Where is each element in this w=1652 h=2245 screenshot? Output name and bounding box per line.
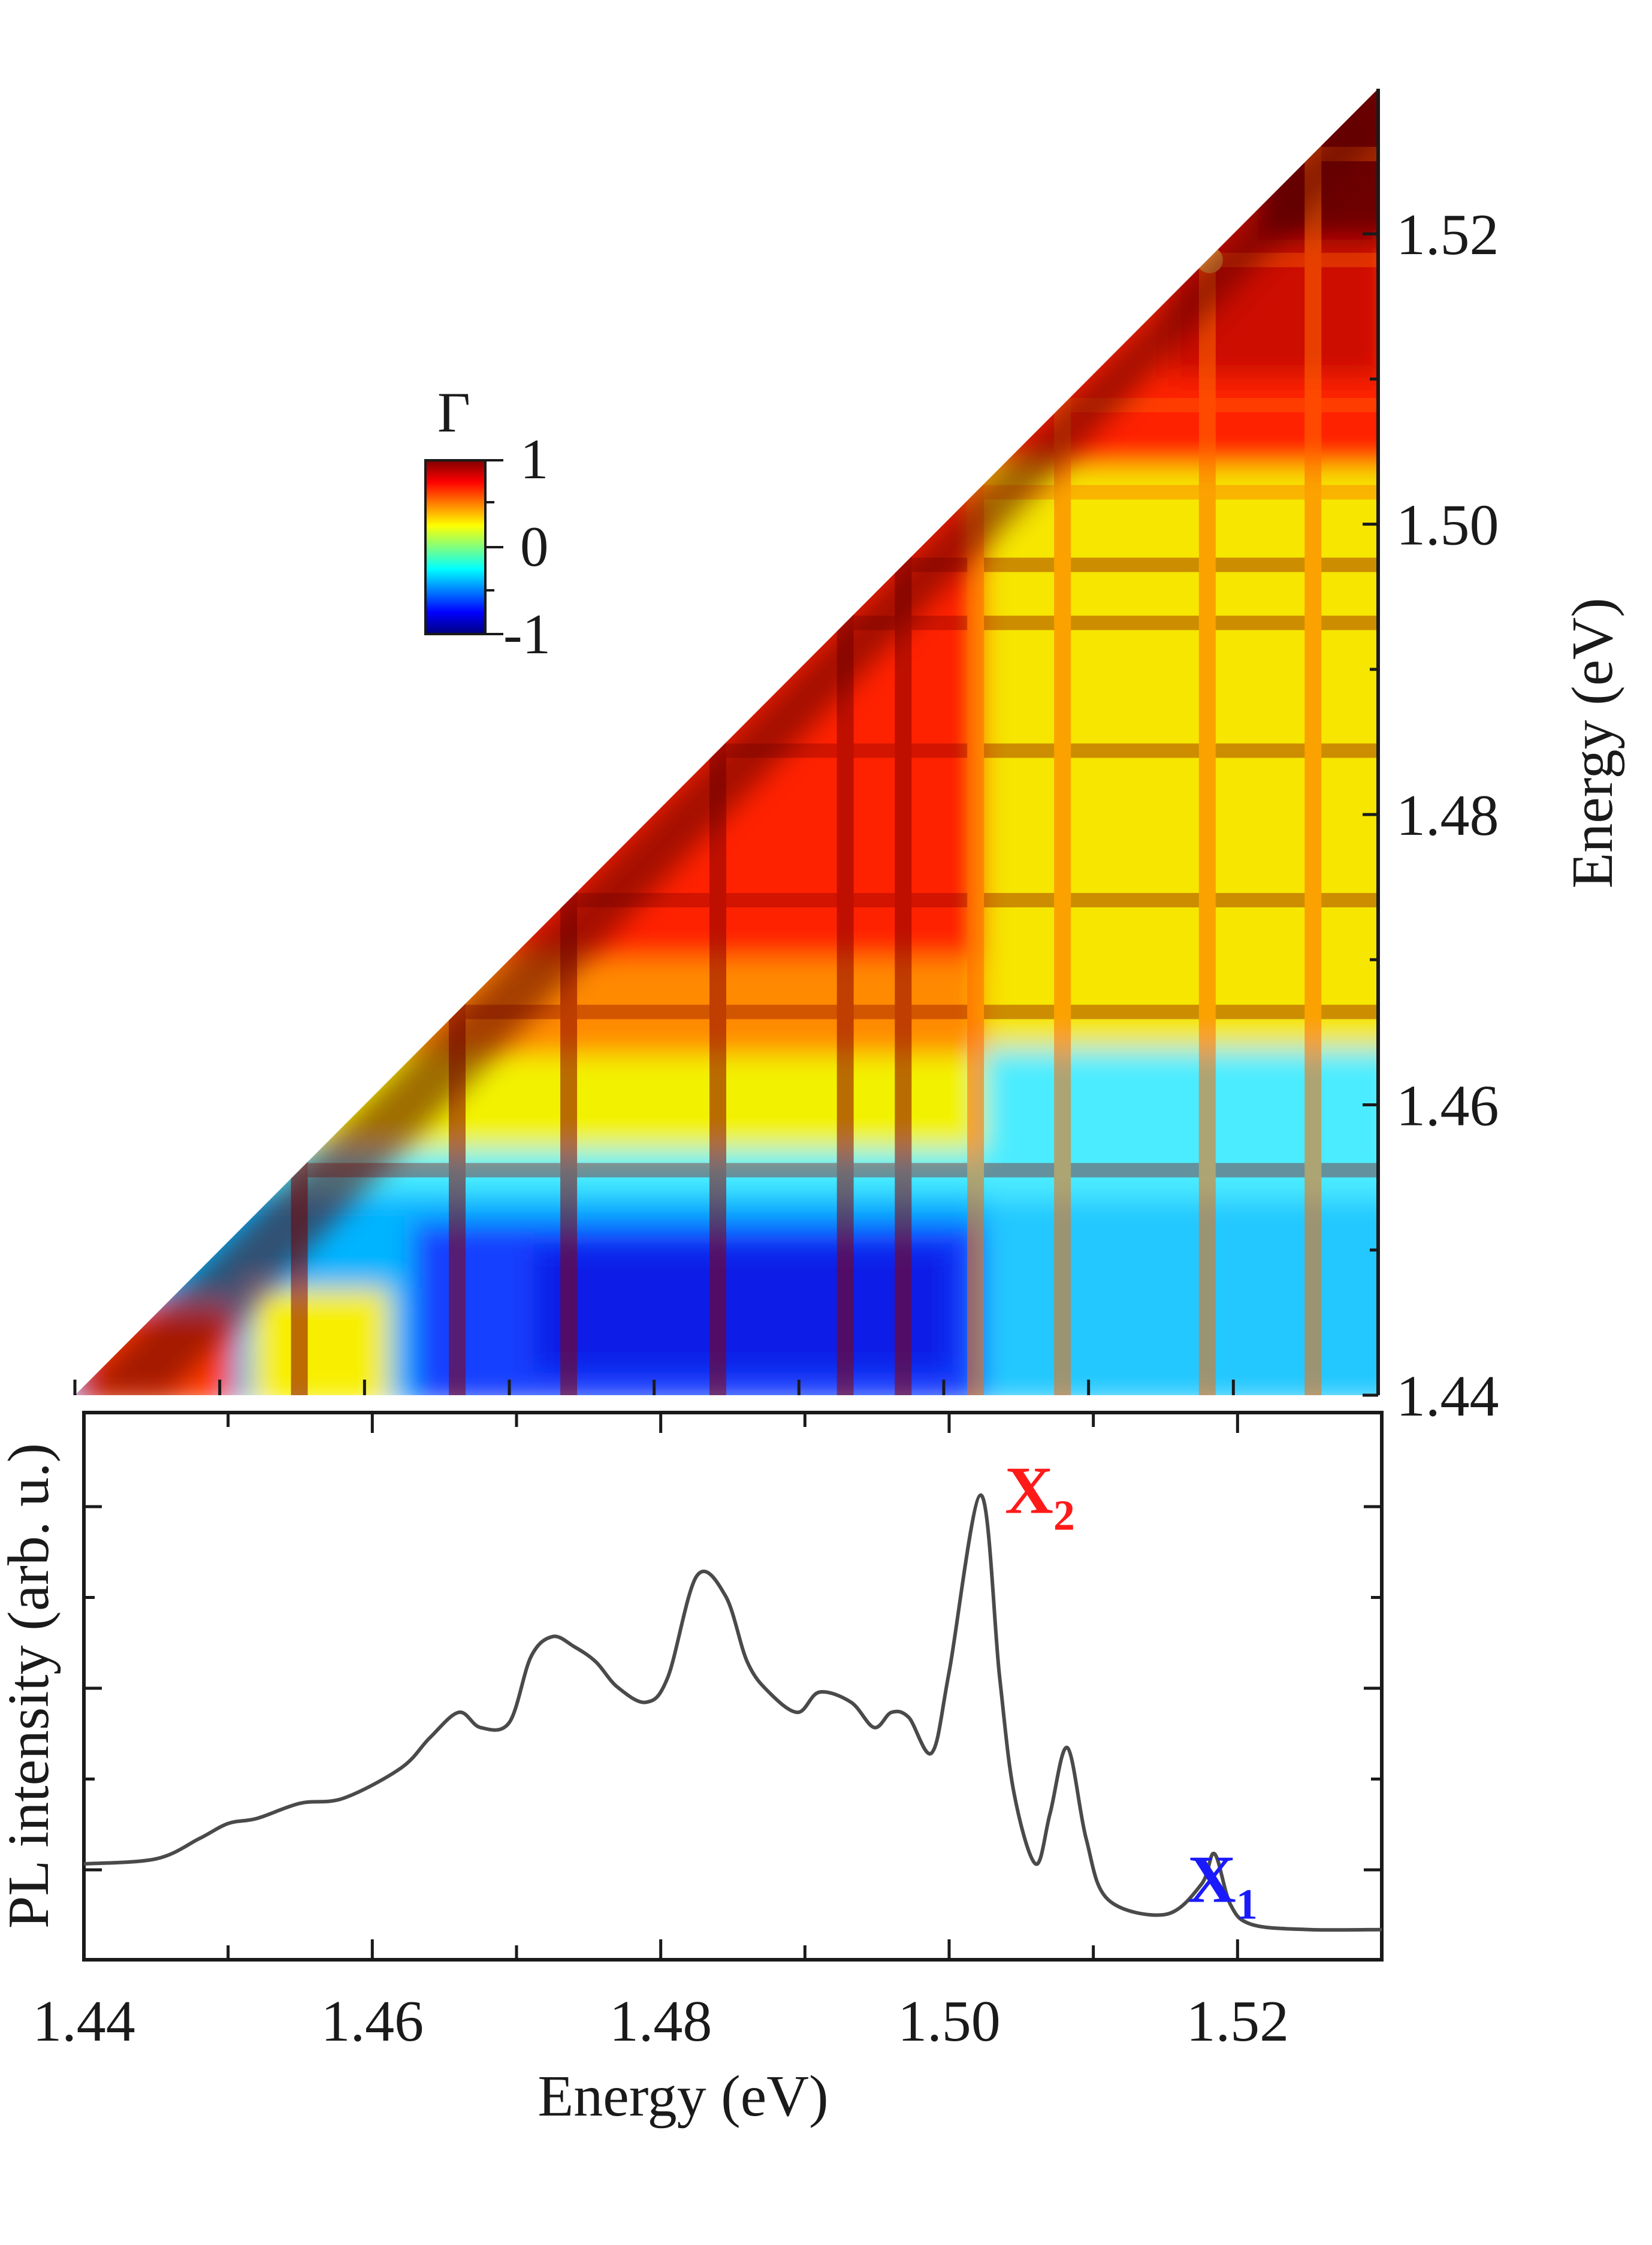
correlation-heatmap: [75, 89, 1378, 1395]
heatmap-line-stripe-vertical: [709, 89, 726, 1395]
heatmap-y-tick-label: 1.50: [1396, 493, 1499, 558]
colorbar-title: Γ: [437, 381, 470, 444]
heatmap-line-stripe-horizontal: [75, 1004, 1378, 1019]
pl-y-axis-title: PL intensity (arb. u.): [0, 1443, 61, 1929]
heatmap-y-tick-label: 1.52: [1396, 203, 1499, 267]
heatmap-line-stripe-vertical: [895, 89, 912, 1395]
heatmap-line-stripe-vertical: [560, 89, 578, 1395]
pl-spectrum-panel: 1.44 1.46 1.48 1.50 1.52 X2 X1 Energy (eV) PL…: [0, 1380, 1384, 2129]
heatmap-line-stripe-horizontal: [75, 147, 1378, 161]
heatmap-line-stripe-vertical: [1054, 89, 1071, 1395]
peak-label-x1: X1: [1188, 1842, 1258, 1928]
pl-plot-frame: [82, 1411, 1384, 1962]
heatmap-line-stripe-horizontal: [75, 485, 1378, 500]
heatmap-line-stripe-horizontal: [75, 1163, 1378, 1178]
heatmap-line-stripe-horizontal: [75, 893, 1378, 908]
heatmap-line-stripe-horizontal: [75, 557, 1378, 572]
colorbar-max-label: 1: [520, 427, 549, 491]
colorbar: Γ 1 0 -1: [424, 381, 551, 666]
peak-label-x2: X2: [1005, 1454, 1075, 1540]
colorbar-mid-label: 0: [520, 515, 549, 578]
pl-x-axis-title: Energy (eV): [537, 2064, 828, 2129]
heatmap-y-axis-title: Energy (eV): [1560, 598, 1625, 888]
pl-x-tick-label: 1.44: [32, 1989, 135, 2054]
heatmap-y-tick-label: 1.44: [1396, 1364, 1499, 1429]
heatmap-line-stripe-vertical: [836, 89, 854, 1395]
pl-x-tick-label: 1.50: [898, 1989, 1001, 2054]
heatmap-line-stripe-horizontal: [75, 398, 1378, 413]
pl-x-tick-label: 1.48: [609, 1989, 712, 2054]
heatmap-y-tick-label: 1.46: [1396, 1074, 1499, 1139]
heatmap-line-stripe-vertical: [449, 89, 466, 1395]
heatmap-line-stripe-vertical: [967, 89, 984, 1395]
colorbar-min-label: -1: [503, 602, 551, 666]
heatmap-line-stripe-horizontal: [75, 252, 1378, 267]
pl-x-tick-label: 1.52: [1186, 1989, 1289, 2054]
heatmap-line-stripe-vertical: [1304, 89, 1322, 1395]
heatmap-y-tick-label: 1.48: [1396, 783, 1499, 848]
pl-x-tick-label: 1.46: [321, 1989, 424, 2054]
heatmap-y-axis: 1.44 1.46 1.48 1.50 1.52 Energy (eV): [1363, 89, 1625, 1429]
heatmap-line-stripe-horizontal: [75, 615, 1378, 630]
pl-spectrum-line: [83, 1493, 1382, 1932]
